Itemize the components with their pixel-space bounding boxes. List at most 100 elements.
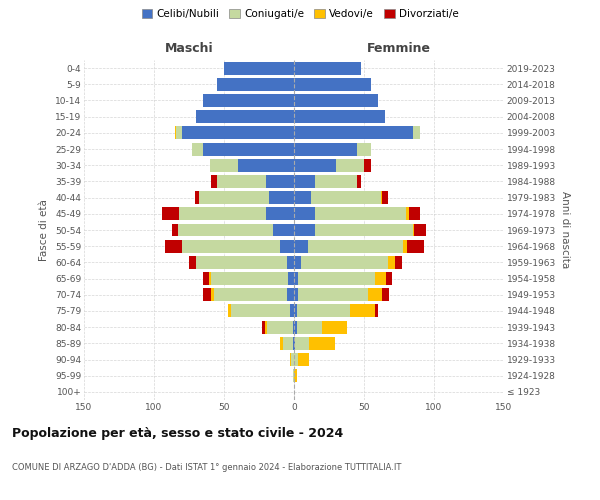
- Bar: [182, 240, 280, 252]
- Bar: [294, 126, 413, 140]
- Bar: [290, 304, 294, 318]
- Bar: [280, 337, 283, 350]
- Bar: [294, 288, 298, 301]
- Bar: [293, 337, 294, 350]
- Bar: [294, 240, 308, 252]
- Bar: [295, 337, 310, 350]
- Bar: [294, 159, 336, 172]
- Bar: [310, 337, 335, 350]
- Bar: [176, 126, 182, 140]
- Bar: [268, 320, 293, 334]
- Bar: [283, 337, 293, 350]
- Bar: [287, 288, 294, 301]
- Bar: [165, 240, 182, 252]
- Bar: [189, 256, 196, 269]
- Bar: [322, 320, 347, 334]
- Bar: [413, 126, 420, 140]
- Bar: [298, 353, 310, 366]
- Bar: [209, 272, 211, 285]
- Bar: [192, 142, 203, 156]
- Bar: [357, 175, 361, 188]
- Bar: [199, 191, 269, 204]
- Bar: [217, 175, 266, 188]
- Bar: [375, 272, 386, 285]
- Y-axis label: Fasce di età: Fasce di età: [40, 199, 49, 261]
- Bar: [179, 208, 266, 220]
- Bar: [382, 288, 389, 301]
- Bar: [388, 256, 395, 269]
- Bar: [308, 240, 403, 252]
- Bar: [194, 191, 199, 204]
- Legend: Celibi/Nubili, Coniugati/e, Vedovi/e, Divorziati/e: Celibi/Nubili, Coniugati/e, Vedovi/e, Di…: [137, 5, 463, 24]
- Bar: [413, 224, 415, 236]
- Bar: [294, 320, 297, 334]
- Y-axis label: Anni di nascita: Anni di nascita: [560, 192, 570, 268]
- Bar: [294, 175, 315, 188]
- Bar: [265, 320, 268, 334]
- Bar: [294, 94, 378, 107]
- Bar: [294, 142, 357, 156]
- Bar: [293, 320, 294, 334]
- Bar: [381, 191, 382, 204]
- Bar: [350, 304, 375, 318]
- Bar: [294, 110, 385, 123]
- Bar: [297, 320, 322, 334]
- Bar: [203, 94, 294, 107]
- Bar: [294, 191, 311, 204]
- Bar: [289, 272, 294, 285]
- Bar: [294, 304, 297, 318]
- Bar: [409, 208, 420, 220]
- Bar: [294, 337, 295, 350]
- Bar: [172, 224, 178, 236]
- Bar: [224, 62, 294, 74]
- Bar: [294, 353, 298, 366]
- Bar: [294, 62, 361, 74]
- Bar: [196, 110, 294, 123]
- Bar: [415, 224, 425, 236]
- Bar: [315, 208, 406, 220]
- Bar: [266, 175, 294, 188]
- Bar: [211, 288, 214, 301]
- Bar: [298, 272, 375, 285]
- Bar: [203, 272, 209, 285]
- Bar: [294, 224, 315, 236]
- Bar: [311, 191, 381, 204]
- Bar: [315, 175, 357, 188]
- Bar: [163, 208, 179, 220]
- Bar: [182, 126, 294, 140]
- Bar: [262, 320, 265, 334]
- Bar: [293, 369, 294, 382]
- Bar: [406, 208, 409, 220]
- Bar: [407, 240, 424, 252]
- Bar: [196, 256, 287, 269]
- Bar: [368, 288, 382, 301]
- Bar: [294, 369, 297, 382]
- Bar: [217, 78, 294, 91]
- Bar: [364, 159, 371, 172]
- Bar: [382, 191, 388, 204]
- Bar: [290, 353, 291, 366]
- Text: Femmine: Femmine: [367, 42, 431, 55]
- Text: Maschi: Maschi: [164, 42, 214, 55]
- Bar: [301, 256, 388, 269]
- Bar: [203, 142, 294, 156]
- Bar: [336, 159, 364, 172]
- Bar: [386, 272, 392, 285]
- Bar: [294, 78, 371, 91]
- Bar: [375, 304, 378, 318]
- Bar: [287, 256, 294, 269]
- Bar: [291, 353, 294, 366]
- Bar: [273, 224, 294, 236]
- Bar: [211, 272, 289, 285]
- Bar: [315, 224, 413, 236]
- Bar: [298, 288, 368, 301]
- Bar: [294, 256, 301, 269]
- Bar: [266, 208, 294, 220]
- Bar: [203, 288, 211, 301]
- Text: COMUNE DI ARZAGO D'ADDA (BG) - Dati ISTAT 1° gennaio 2024 - Elaborazione TUTTITA: COMUNE DI ARZAGO D'ADDA (BG) - Dati ISTA…: [12, 462, 401, 471]
- Bar: [395, 256, 402, 269]
- Bar: [269, 191, 294, 204]
- Bar: [357, 142, 371, 156]
- Text: Popolazione per età, sesso e stato civile - 2024: Popolazione per età, sesso e stato civil…: [12, 428, 343, 440]
- Bar: [210, 159, 238, 172]
